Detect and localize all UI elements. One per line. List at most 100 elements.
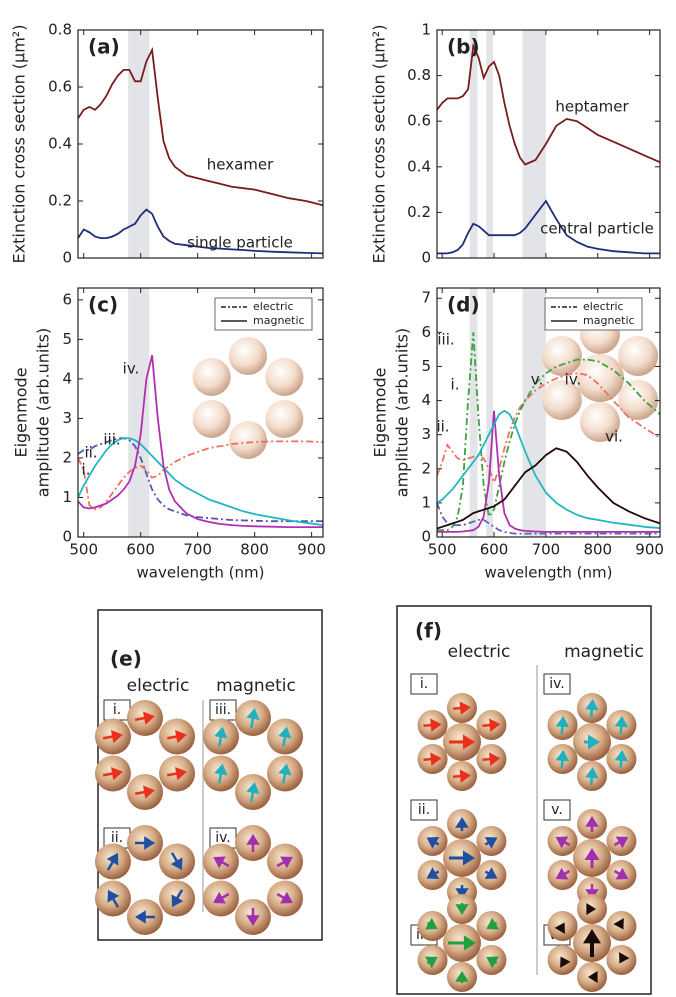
series-line [77,354,323,528]
x-axis-label: wavelength (nm) [485,564,613,582]
arrow-head [455,904,469,915]
arrow-head [613,918,624,930]
arrow-head [586,903,596,915]
y-tick-label: 0 [421,528,431,546]
arrow-head [426,837,440,849]
legend-box [214,297,313,331]
arrow-head [619,952,630,964]
x-tick-label: 900 [297,541,326,559]
mode-label: i. [420,676,428,692]
arrow-head [614,750,629,762]
arrow-head [489,752,501,766]
mode-annotation: iv. [565,371,582,389]
series-line [77,208,324,255]
legend-label: magnetic [583,314,635,327]
arrow-head [459,769,471,783]
arrow-head [430,752,442,766]
arrow-head [486,917,499,930]
arrow-head [588,971,598,983]
y-axis-label: amplitude (arb.units) [393,328,412,497]
x-tick-label: 600 [126,541,155,559]
inset-sphere [541,380,582,420]
x-tick-label: 700 [183,541,212,559]
x-tick-label: 900 [635,541,664,559]
arrow-head [110,729,123,744]
y-tick-label: 7 [421,289,431,307]
y-tick-label: 0.4 [48,135,72,153]
series-label: single particle [187,234,293,252]
arrow-head [463,850,475,866]
series-line [436,372,661,485]
arrow-head [560,956,571,968]
arrow-head [484,837,498,849]
y-tick-label: 0 [62,249,72,267]
y-tick-label: 0.6 [48,78,72,96]
arrow-head [175,766,187,781]
mode-annotation: i. [82,461,91,479]
arrow-head [455,817,469,828]
x-tick-label: 600 [480,541,509,559]
mode-annotation: iii. [103,431,120,449]
y-tick-label: 4 [421,391,431,409]
y-axis-label: Extinction cross section (μm²) [10,25,29,264]
inset-sphere [229,337,267,375]
inset-sphere [229,421,267,459]
legend-label: electric [253,300,294,313]
arrow-head [213,856,226,869]
y-tick-label: 1 [62,488,72,506]
mode-label: i. [113,702,121,718]
inset-sphere [192,400,231,438]
arrow-head [614,716,629,728]
arrow-head [246,834,260,845]
mode-label-box [543,799,571,821]
arrow-head [585,699,599,711]
arrow-head [584,848,600,860]
panel-label: (e) [110,647,142,671]
legend-box [544,297,643,331]
series-line [437,199,660,255]
arrow-head [554,922,565,934]
y-tick-label: 3 [421,425,431,443]
highlight-band [128,30,150,258]
mode-label: ii. [111,830,123,846]
plot-frame [436,287,661,538]
x-axis-label: wavelength (nm) [137,564,265,582]
plot-frame [77,287,324,538]
arrow-head [246,782,260,794]
arrow-head [464,935,476,951]
arrow-head [106,852,119,866]
y-tick-label: 0.8 [48,21,72,39]
arrow-head [135,910,146,924]
arrow-head [484,867,498,879]
column-title: magnetic [564,642,644,662]
mode-label-box [410,673,438,695]
mode-label: iii. [215,702,231,718]
arrow-head [585,767,599,779]
panel-label: (b) [447,35,480,59]
mode-annotation: ii. [84,444,97,462]
arrow-head [555,836,569,849]
column-title: magnetic [216,676,296,696]
arrow-head [171,894,184,908]
inset-sphere [618,336,659,376]
y-tick-label: 2 [421,459,431,477]
arrow-head [583,929,601,944]
x-tick-label: 500 [69,541,98,559]
y-tick-label: 5 [421,357,431,375]
series-line [436,502,660,535]
arrow-head [615,867,629,880]
y-tick-label: 5 [62,330,72,348]
series-line [437,410,660,533]
arrow-head [214,763,228,776]
arrow-head [489,718,501,732]
arrow-head [143,711,155,725]
series-line [436,409,661,529]
mode-annotation: ii. [436,418,449,436]
arrow-head [144,836,155,850]
mode-label: v. [551,802,563,818]
arrow-head [246,915,260,926]
arrow-head [455,971,469,982]
arrow-head [430,718,442,732]
mode-annotation: vi. [605,428,623,446]
series-label: central particle [540,220,654,238]
